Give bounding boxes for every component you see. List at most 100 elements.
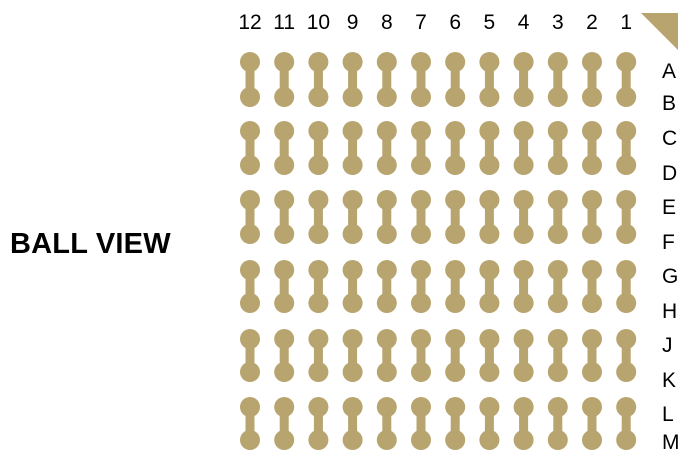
pad-EF-6 — [445, 190, 466, 244]
trace-EF-11 — [279, 200, 289, 234]
ball-H1 — [616, 293, 637, 313]
ball-A2 — [582, 52, 602, 72]
pad-LM-11 — [274, 397, 295, 450]
ball-L11 — [274, 397, 295, 417]
ball-C1 — [616, 121, 637, 141]
trace-GH-4 — [519, 270, 529, 303]
ball-G4 — [513, 260, 534, 280]
trace-GH-3 — [553, 270, 563, 303]
ball-E12 — [240, 190, 260, 210]
column-label-5: 5 — [483, 11, 496, 34]
ball-M4 — [513, 430, 534, 450]
trace-LM-9 — [348, 407, 358, 440]
pad-GH-6 — [445, 260, 466, 313]
column-label-2: 2 — [586, 11, 598, 34]
trace-GH-2 — [587, 270, 597, 303]
trace-LM-8 — [382, 407, 392, 440]
pad-AB-11 — [274, 52, 295, 107]
row-label-B: B — [662, 92, 677, 115]
pad-LM-8 — [376, 397, 397, 450]
pad-CD-1 — [616, 121, 637, 175]
ball-C8 — [376, 121, 397, 141]
ball-J1 — [616, 329, 637, 349]
pad-AB-2 — [582, 52, 602, 107]
trace-GH-5 — [484, 270, 494, 303]
row-label-J: J — [662, 334, 673, 357]
trace-EF-9 — [348, 200, 358, 234]
ball-H11 — [274, 293, 295, 313]
ball-B2 — [582, 87, 602, 107]
ball-B9 — [342, 87, 363, 107]
trace-GH-9 — [348, 270, 358, 303]
ball-A7 — [411, 52, 431, 72]
ball-K11 — [274, 362, 295, 382]
pad-GH-8 — [376, 260, 397, 313]
row-label-H: H — [662, 300, 678, 323]
trace-EF-10 — [313, 200, 323, 234]
ball-F7 — [411, 224, 431, 244]
pad-GH-5 — [479, 260, 500, 313]
trace-JK-7 — [416, 339, 426, 372]
trace-GH-7 — [416, 270, 426, 303]
trace-EF-8 — [382, 200, 392, 234]
ball-H9 — [342, 293, 363, 313]
trace-CD-7 — [416, 131, 426, 165]
ball-G7 — [411, 260, 431, 280]
pad-EF-7 — [411, 190, 431, 244]
ball-J7 — [411, 329, 431, 349]
ball-F4 — [513, 224, 534, 244]
trace-GH-6 — [450, 270, 460, 303]
ball-E8 — [376, 190, 397, 210]
ball-H6 — [445, 293, 466, 313]
trace-AB-8 — [382, 62, 392, 97]
ball-M9 — [342, 430, 363, 450]
ball-D2 — [582, 155, 602, 175]
trace-AB-6 — [450, 62, 460, 97]
ball-D7 — [411, 155, 431, 175]
pad-JK-5 — [479, 329, 500, 382]
ball-B11 — [274, 87, 295, 107]
trace-EF-2 — [587, 200, 597, 234]
ball-C6 — [445, 121, 466, 141]
pad-EF-4 — [513, 190, 534, 244]
ball-M6 — [445, 430, 466, 450]
ball-H5 — [479, 293, 500, 313]
pad-CD-3 — [547, 121, 568, 175]
trace-EF-12 — [245, 200, 255, 234]
trace-AB-2 — [587, 62, 597, 97]
trace-LM-2 — [587, 407, 597, 440]
ball-J12 — [240, 329, 260, 349]
ball-M10 — [308, 430, 329, 450]
trace-LM-7 — [416, 407, 426, 440]
ball-D6 — [445, 155, 466, 175]
pad-GH-3 — [547, 260, 568, 313]
ball-A4 — [513, 52, 534, 72]
pad-AB-8 — [376, 52, 397, 107]
row-label-C: C — [662, 127, 678, 150]
ball-L2 — [582, 397, 602, 417]
trace-EF-3 — [553, 200, 563, 234]
ball-L3 — [547, 397, 568, 417]
ball-L4 — [513, 397, 534, 417]
ball-H4 — [513, 293, 534, 313]
row-label-D: D — [662, 162, 678, 185]
ball-C10 — [308, 121, 329, 141]
trace-CD-10 — [313, 131, 323, 165]
ball-E4 — [513, 190, 534, 210]
trace-CD-12 — [245, 131, 255, 165]
ball-A9 — [342, 52, 363, 72]
trace-CD-1 — [621, 131, 631, 165]
ball-E6 — [445, 190, 466, 210]
ball-G5 — [479, 260, 500, 280]
pad-LM-3 — [547, 397, 568, 450]
pad-LM-12 — [240, 397, 260, 450]
ball-F1 — [616, 224, 637, 244]
pad-JK-9 — [342, 329, 363, 382]
ball-C4 — [513, 121, 534, 141]
pad-GH-1 — [616, 260, 637, 313]
pad-JK-8 — [376, 329, 397, 382]
ball-B6 — [445, 87, 466, 107]
ball-G8 — [376, 260, 397, 280]
trace-CD-4 — [519, 131, 529, 165]
